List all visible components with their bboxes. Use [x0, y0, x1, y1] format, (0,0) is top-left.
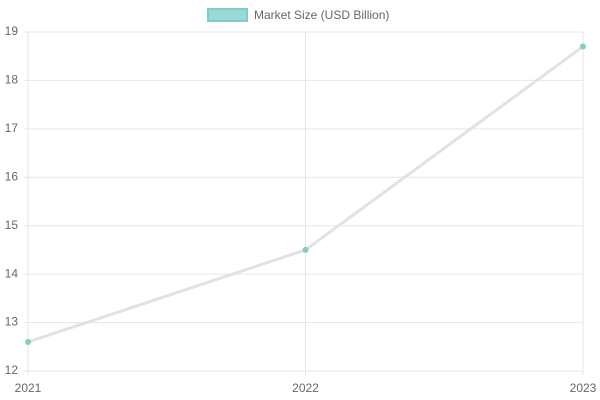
x-tick-label: 2021 [15, 381, 42, 395]
point [302, 246, 309, 253]
y-tick-label: 18 [5, 73, 19, 87]
x-tick-label: 2022 [292, 381, 319, 395]
legend-swatch [207, 8, 248, 22]
x-tick-label: 2023 [570, 381, 597, 395]
y-tick-label: 17 [5, 121, 19, 135]
y-tick-label: 19 [5, 24, 19, 38]
point [580, 43, 586, 50]
y-tick-label: 12 [5, 363, 19, 377]
y-tick-label: 15 [5, 218, 19, 232]
point [25, 338, 31, 345]
y-tick-label: 13 [5, 315, 19, 329]
legend-label: Market Size (USD Billion) [254, 8, 389, 22]
y-tick-label: 16 [5, 169, 19, 183]
y-tick-label: 14 [5, 266, 19, 280]
